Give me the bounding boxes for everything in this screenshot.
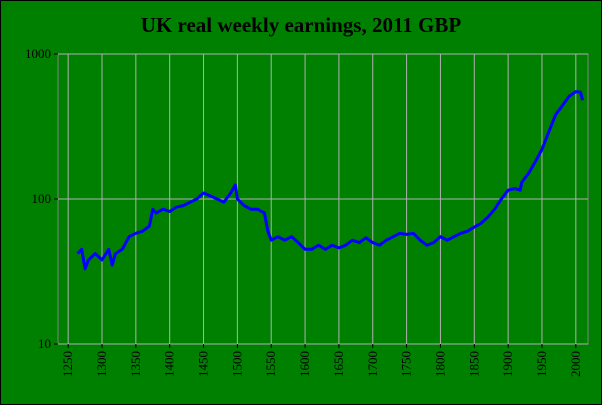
x-tick-label: 1500 (229, 351, 244, 377)
x-tick-label: 1450 (196, 351, 211, 377)
x-tick-label: 1350 (128, 351, 143, 377)
x-tick-label: 1250 (60, 351, 75, 377)
x-tick-label: 1700 (365, 351, 380, 377)
data-line (76, 90, 585, 271)
y-tick-label: 1000 (25, 46, 51, 61)
x-tick-label: 1550 (263, 351, 278, 377)
x-tick-label: 1600 (297, 351, 312, 377)
x-tick-label: 1650 (331, 351, 346, 377)
x-tick-label: 1400 (162, 351, 177, 377)
chart-title: UK real weekly earnings, 2011 GBP (141, 13, 462, 37)
x-tick-label: 2000 (568, 351, 583, 377)
x-tick-label: 1950 (534, 351, 549, 377)
x-tick-label: 1300 (94, 351, 109, 377)
x-tick-label: 1850 (466, 351, 481, 377)
y-tick-label: 100 (32, 191, 52, 206)
x-tick-label: 1750 (399, 351, 414, 377)
y-tick-label: 10 (38, 336, 51, 351)
x-tick-label: 1900 (500, 351, 515, 377)
x-tick-label: 1800 (432, 351, 447, 377)
